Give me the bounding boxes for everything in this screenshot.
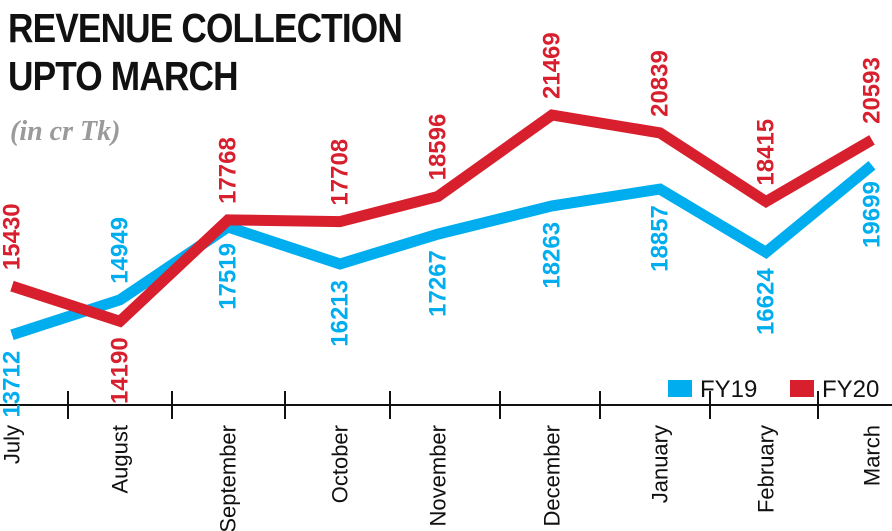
data-label-fy20: 20839 [647,50,674,117]
chart-subtitle: (in cr Tk) [10,116,121,147]
category-label: March [860,425,885,486]
data-label-fy19: 16213 [327,280,354,347]
category-label: February [754,425,779,513]
chart-title: REVENUE COLLECTION UPTO MARCH [8,4,403,100]
legend-label-fy20: FY20 [822,376,879,403]
series-line-fy20 [10,109,875,328]
chart-title-line-2: UPTO MARCH [8,53,239,99]
data-label-fy20: 15430 [0,203,26,270]
category-label: September [216,425,241,531]
category-label: December [540,425,565,526]
chart-title-line-1: REVENUE COLLECTION [8,5,403,51]
category-label: August [108,425,133,494]
data-label-fy20: 17768 [215,137,242,204]
category-label: January [648,425,673,503]
category-label: July [0,425,25,464]
data-label-fy19: 13712 [0,351,26,418]
data-label-fy19: 17267 [425,250,452,317]
legend-swatch-fy19 [668,380,692,397]
data-label-fy19: 17519 [215,243,242,310]
data-label-fy20: 18415 [753,119,780,186]
data-label-fy19: 14949 [107,217,134,284]
legend-swatch-fy20 [790,380,814,397]
data-label-fy19: 19699 [859,181,886,248]
data-label-fy20: 18596 [425,114,452,181]
data-label-fy19: 18857 [647,205,674,272]
series-line-fy19 [10,160,876,341]
category-label: October [328,425,353,503]
data-label-fy20: 21469 [539,32,566,99]
data-label-fy20: 17708 [327,139,354,206]
data-label-fy20: 14190 [107,337,134,404]
category-label: November [426,425,451,526]
data-label-fy19: 18263 [539,222,566,289]
data-label-fy20: 20593 [859,57,886,124]
data-label-fy19: 16624 [753,268,780,335]
legend-label-fy19: FY19 [700,376,757,403]
